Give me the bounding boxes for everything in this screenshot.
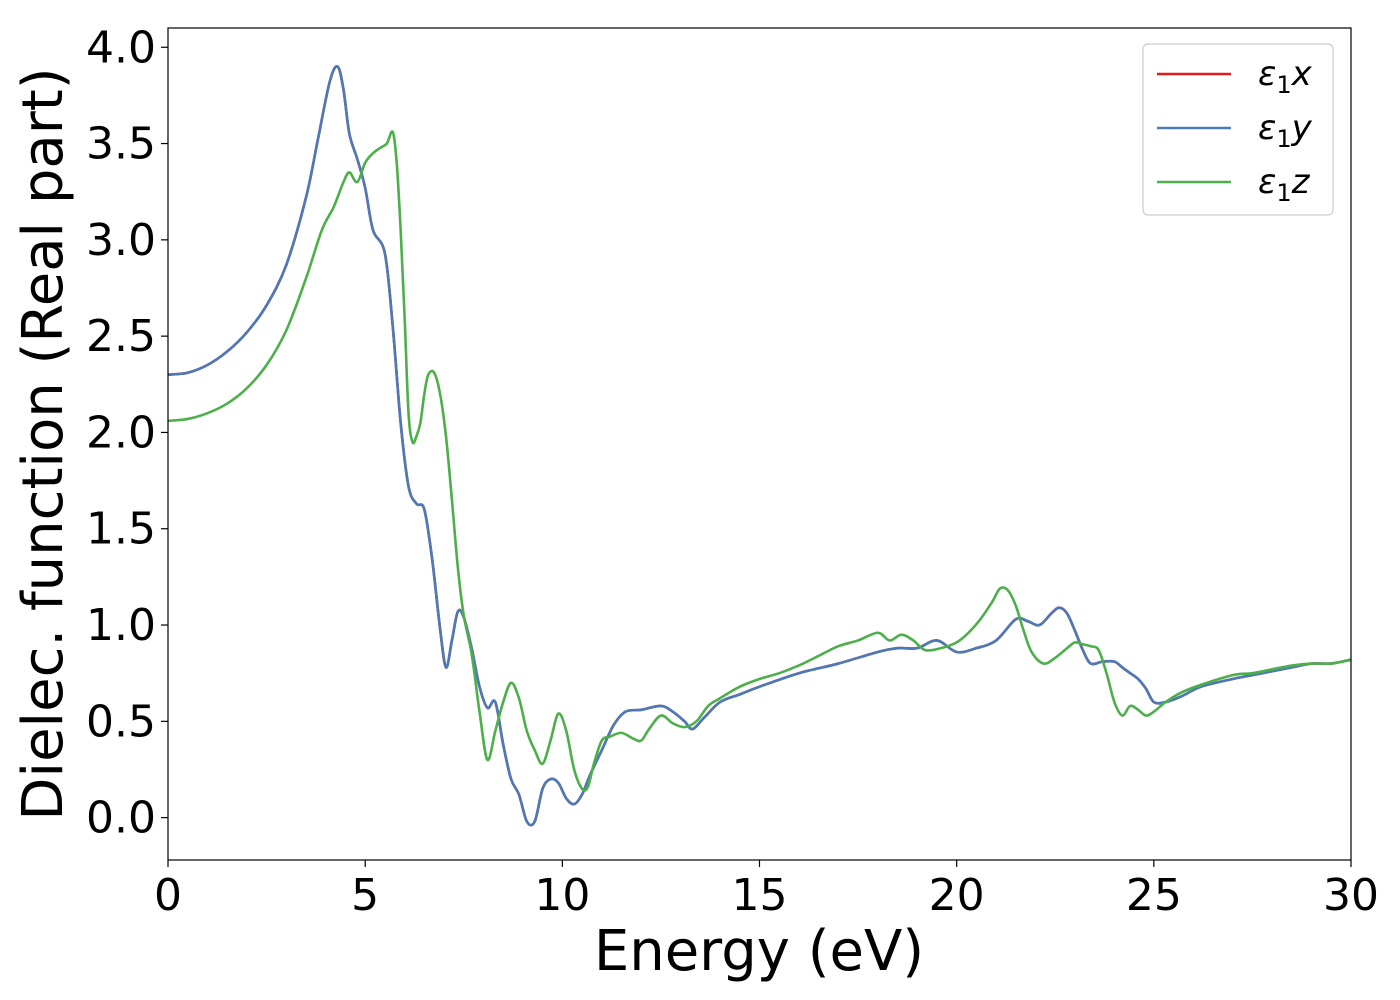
x-tick-label: 30 <box>1323 870 1379 921</box>
legend-label-x: ε1x <box>1258 54 1313 99</box>
legend-label-z: ε1z <box>1258 162 1311 207</box>
x-tick-label: 15 <box>732 870 788 921</box>
y-tick-label: 2.5 <box>86 311 156 362</box>
series-line-y <box>167 65 1352 827</box>
x-axis: 0 5 10 15 20 25 30 <box>154 860 1379 921</box>
x-axis-title: Energy (eV) <box>594 919 924 984</box>
x-tick-label: 10 <box>534 870 590 921</box>
legend: ε1x ε1y ε1z <box>1142 43 1334 216</box>
y-tick-label: 3.0 <box>86 215 156 266</box>
series-layer <box>167 65 1352 827</box>
y-tick-label: 0.5 <box>86 696 156 747</box>
y-tick-label: 3.5 <box>86 119 156 170</box>
y-tick-label: 1.5 <box>86 504 156 555</box>
y-axis: 0.0 0.5 1.0 1.5 2.0 2.5 3.0 3.5 4.0 <box>86 22 168 844</box>
y-tick-label: 4.0 <box>86 22 156 73</box>
x-tick-label: 20 <box>929 870 985 921</box>
legend-frame <box>1142 43 1334 216</box>
y-axis-title: Dielec. function (Real part) <box>11 67 76 820</box>
x-tick-label: 25 <box>1126 870 1182 921</box>
y-tick-label: 0.0 <box>86 793 156 844</box>
y-tick-label: 1.0 <box>86 600 156 651</box>
series-line-z <box>167 130 1352 792</box>
x-tick-label: 0 <box>154 870 182 921</box>
legend-label-y: ε1y <box>1258 108 1313 153</box>
x-tick-label: 5 <box>351 870 379 921</box>
y-tick-label: 2.0 <box>86 407 156 458</box>
